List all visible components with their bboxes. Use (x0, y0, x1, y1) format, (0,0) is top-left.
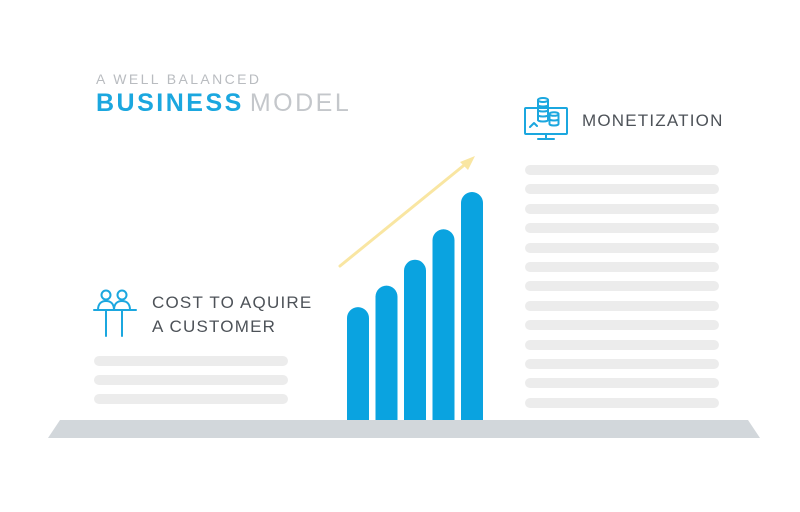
placeholder-line (94, 356, 288, 366)
title-strong: BUSINESS (96, 89, 244, 117)
placeholder-line (525, 165, 719, 175)
trend-arrow-head (460, 156, 475, 170)
ground-platform (48, 420, 760, 438)
page-title: BUSINESS MODEL (96, 88, 351, 118)
cost-label: COST TO AQUIRE A CUSTOMER (152, 291, 312, 339)
placeholder-line (525, 397, 719, 408)
right-panel-icon (522, 96, 570, 142)
monitor-coins-icon (524, 97, 568, 140)
placeholder-line (525, 203, 719, 214)
placeholder-line (525, 261, 719, 272)
placeholder-line (94, 375, 288, 385)
placeholder-line (525, 223, 719, 234)
placeholder-line (525, 281, 719, 292)
monetization-label: MONETIZATION (582, 111, 724, 130)
placeholder-line (525, 339, 719, 350)
title-light: MODEL (249, 89, 352, 117)
right-placeholder-list (525, 165, 719, 417)
placeholder-line (525, 378, 719, 389)
growth-bar-chart (338, 156, 483, 420)
placeholder-line (525, 184, 719, 195)
bar-3 (404, 259, 426, 420)
kicker-text: A WELL BALANCED (96, 71, 262, 87)
cost-label-line1: COST TO AQUIRE (152, 293, 313, 312)
bar-2 (375, 285, 398, 420)
bars-group (347, 192, 483, 420)
people-at-desk-icon (93, 289, 137, 337)
bar-1 (347, 307, 369, 420)
placeholder-line (525, 300, 719, 311)
bar-5 (461, 192, 483, 420)
placeholder-line (525, 358, 719, 369)
left-panel-icon (92, 288, 138, 340)
placeholder-line (525, 242, 719, 253)
placeholder-line (525, 320, 719, 331)
cost-label-line2: A CUSTOMER (152, 317, 277, 336)
bar-4 (432, 229, 455, 420)
placeholder-line (94, 394, 288, 404)
left-placeholder-list (94, 356, 288, 413)
trend-arrow (338, 160, 470, 268)
